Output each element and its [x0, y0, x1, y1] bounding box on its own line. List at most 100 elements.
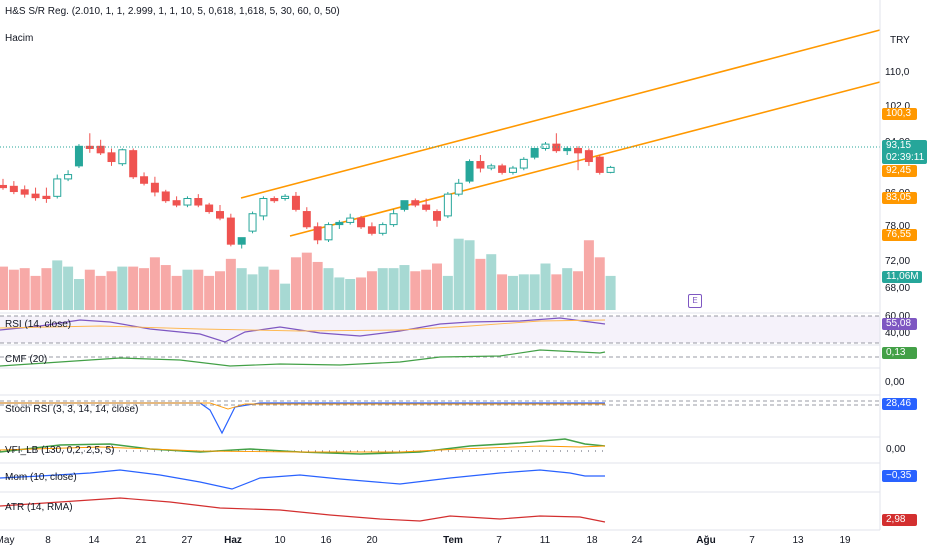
indicator-title[interactable]: H&S S/R Reg. (2.010, 1, 1, 2.999, 1, 1, … — [5, 6, 340, 17]
candle-body — [541, 143, 550, 149]
candle-body — [64, 174, 73, 180]
rsi-scale-bottom: 40,00 — [885, 328, 911, 339]
volume-bar — [594, 257, 605, 310]
mom-label[interactable]: Mom (10, close) — [5, 472, 77, 483]
volume-bar — [366, 271, 377, 310]
bar-countdown: 02:39:11 — [886, 152, 925, 163]
volume-bar — [149, 257, 160, 310]
volume-bar — [204, 275, 215, 310]
volume-bar — [280, 283, 291, 310]
candle-body — [281, 195, 290, 199]
volume-bar — [41, 268, 52, 310]
candle-body — [150, 182, 159, 193]
candle-body — [161, 191, 170, 202]
volume-bar — [573, 271, 584, 310]
candle-body — [140, 176, 149, 184]
volume-bar — [518, 274, 529, 310]
volume-bar — [290, 257, 301, 310]
candle-body — [270, 198, 279, 202]
volume-bar — [139, 268, 150, 310]
time-tick: 18 — [586, 535, 598, 546]
time-tick: May — [0, 535, 15, 546]
candle-body — [216, 211, 224, 219]
volume-bar — [529, 274, 540, 310]
candle-body — [411, 200, 420, 206]
volume-bar — [453, 238, 464, 310]
candle-body — [248, 213, 257, 232]
volume-bar — [475, 258, 486, 310]
rsi-ma-line — [0, 319, 606, 332]
candle-body — [400, 200, 409, 210]
time-tick: Haz — [224, 535, 242, 546]
candle-body — [237, 237, 246, 245]
candle-body — [335, 221, 344, 226]
cmf-label[interactable]: CMF (20) — [5, 354, 48, 365]
volume-bar — [507, 275, 518, 310]
candle-body — [465, 161, 474, 182]
stoch-label[interactable]: Stoch RSI (3, 3, 14, 14, close) — [5, 404, 139, 415]
volume-bar — [562, 268, 573, 310]
volume-bar — [19, 268, 30, 310]
volume-bar — [356, 277, 367, 310]
pane-separators — [0, 0, 881, 531]
lower-channel-badge: 83,05 — [882, 192, 917, 204]
candle-body — [498, 165, 507, 173]
volume-bar — [258, 266, 269, 310]
candle-body — [313, 226, 322, 241]
volume-bar — [84, 269, 95, 310]
volume-bar — [182, 269, 193, 310]
volume-bar — [30, 275, 41, 310]
volume-bar — [399, 265, 410, 310]
candle-body — [0, 184, 7, 189]
candle-body — [118, 149, 127, 165]
candle-body — [563, 147, 572, 152]
volume-bar — [540, 263, 551, 310]
volume-bar — [486, 254, 497, 310]
mid-channel-badge: 92,45 — [882, 165, 917, 177]
candle-body — [194, 198, 203, 206]
volume-bar — [583, 240, 594, 310]
rsi-pane — [0, 315, 880, 344]
volume-bar — [236, 268, 247, 310]
upper-channel-badge: 100,3 — [882, 108, 917, 120]
candle-body — [487, 165, 496, 169]
time-tick: 7 — [496, 535, 502, 546]
cmf-line — [0, 349, 606, 367]
volume-bar — [312, 261, 323, 310]
candle-body — [530, 147, 539, 158]
currency-label[interactable]: TRY — [890, 35, 910, 46]
candle-body — [107, 152, 116, 163]
candlesticks — [0, 133, 615, 249]
candle-body — [96, 145, 105, 154]
earnings-event-marker[interactable]: E — [688, 294, 702, 308]
price-tick: 68,00 — [885, 283, 911, 294]
volume-label[interactable]: Hacim — [5, 33, 34, 44]
mom-value-badge: −0,35 — [882, 470, 917, 482]
channel-upper-line — [240, 29, 881, 199]
time-tick: 13 — [792, 535, 804, 546]
stoch-d-line — [0, 402, 605, 410]
vfi-line — [0, 438, 606, 455]
volume-bar — [605, 275, 616, 310]
atr-value-badge: 2,98 — [882, 514, 917, 526]
vfi-label[interactable]: VFI_LB (130, 0,2, 2,5, 5) — [5, 445, 115, 456]
price-tick: 72,00 — [885, 256, 911, 267]
atr-line — [0, 497, 606, 523]
volume-bar — [171, 275, 182, 310]
volume-bar — [410, 271, 421, 310]
candle-body — [367, 226, 376, 234]
rsi-scale-top: 60,00 — [885, 311, 911, 322]
vfi-value-badge: 0,00 — [882, 444, 917, 456]
time-tick: 24 — [631, 535, 643, 546]
volume-bar — [106, 271, 117, 310]
volume-bar — [73, 279, 84, 310]
stoch-value-badge: 28,46 — [882, 398, 917, 410]
volume-bar — [551, 274, 562, 310]
candle-body — [606, 166, 615, 173]
rsi-label[interactable]: RSI (14, close) — [5, 319, 72, 330]
atr-label[interactable]: ATR (14, RMA) — [5, 502, 73, 513]
price-tick: 78,00 — [885, 221, 911, 232]
volume-bar — [160, 265, 171, 310]
time-tick: 14 — [88, 535, 100, 546]
